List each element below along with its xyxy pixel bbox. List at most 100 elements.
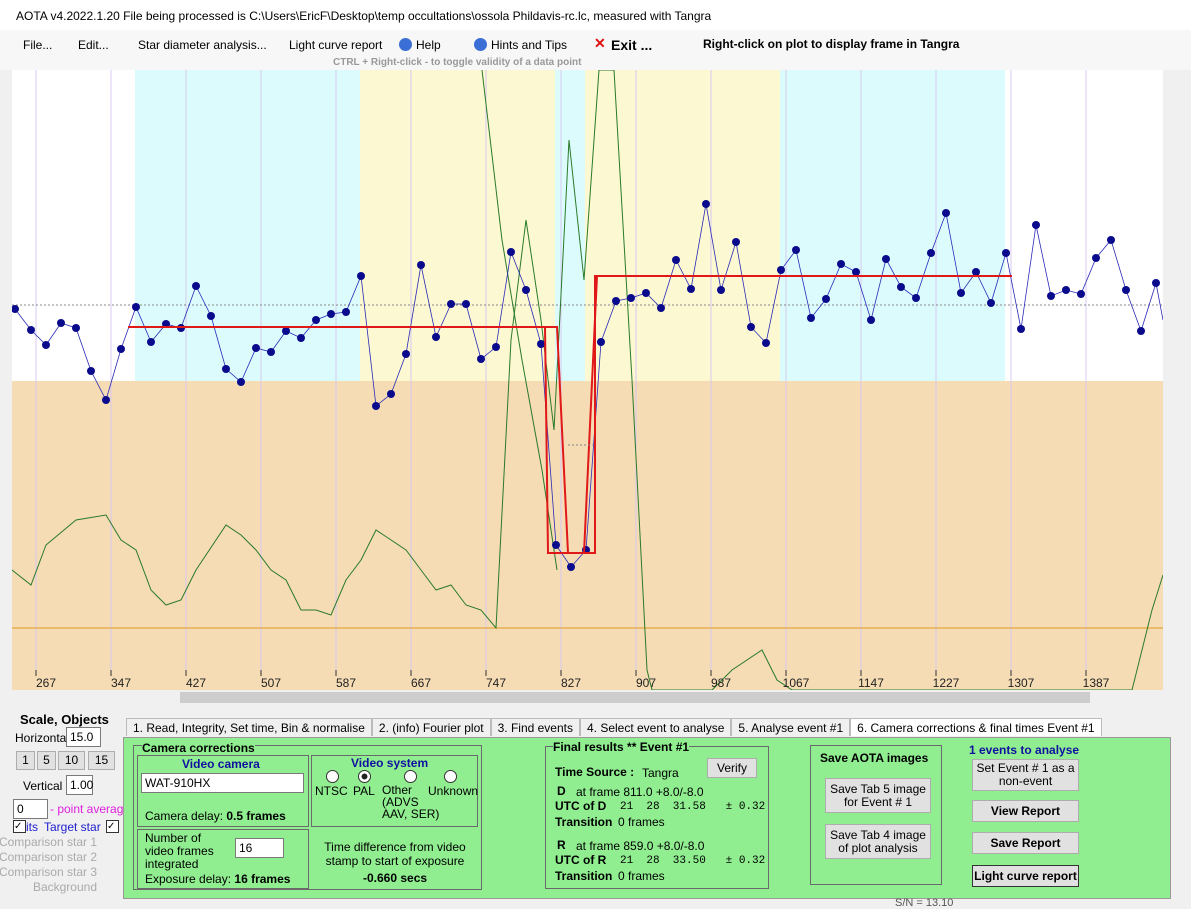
time-diff-value: -0.660 secs bbox=[363, 871, 428, 885]
data-point bbox=[297, 334, 305, 342]
horizontal-input[interactable]: 15.0 bbox=[66, 727, 101, 747]
value: 0.5 frames bbox=[226, 809, 286, 823]
tab[interactable]: 3. Find events bbox=[490, 718, 580, 736]
camera-delay: Camera delay: 0.5 frames bbox=[145, 809, 286, 823]
verify-button[interactable]: Verify bbox=[707, 758, 757, 778]
data-point bbox=[852, 268, 860, 276]
frames-select[interactable]: 16 bbox=[235, 838, 284, 858]
data-point bbox=[612, 297, 620, 305]
menu-report[interactable]: Light curve report bbox=[289, 38, 383, 52]
data-point bbox=[327, 310, 335, 318]
tab[interactable]: 5. Analyse event #1 bbox=[731, 718, 851, 736]
x-tick-label: 1147 bbox=[858, 676, 884, 690]
data-point bbox=[957, 289, 965, 297]
menu-star[interactable]: Star diameter analysis... bbox=[138, 38, 267, 52]
data-point bbox=[702, 200, 710, 208]
x-tick-label: 667 bbox=[411, 676, 431, 690]
data-point bbox=[1002, 249, 1010, 257]
data-point bbox=[312, 316, 320, 324]
radio-label[interactable]: Unknown bbox=[428, 784, 479, 798]
frames-label: Number of video frames integrated bbox=[145, 831, 214, 871]
scale-button[interactable]: 15 bbox=[88, 751, 115, 770]
data-point bbox=[747, 323, 755, 331]
non-event-button[interactable]: Set Event # 1 as a non-event bbox=[972, 759, 1079, 791]
data-point bbox=[777, 266, 785, 274]
menu-hints[interactable]: Hints and Tips bbox=[491, 38, 568, 52]
window-title: AOTA v4.2022.1.20 File being processed i… bbox=[16, 9, 712, 23]
tab[interactable]: 2. (info) Fourier plot bbox=[371, 718, 491, 736]
radio-label[interactable]: Other (ADVS AAV, SER) bbox=[382, 783, 440, 821]
data-point bbox=[1152, 279, 1160, 287]
save-tab4[interactable]: Save Tab 4 image of plot analysis bbox=[825, 824, 931, 859]
data-point bbox=[117, 345, 125, 353]
x-tick-label: 267 bbox=[36, 676, 56, 690]
data-point bbox=[1017, 325, 1025, 333]
data-point bbox=[972, 268, 980, 276]
ctrl-hint: CTRL + Right-click - to toggle validity … bbox=[333, 57, 582, 68]
x-tick-label: 427 bbox=[186, 676, 206, 690]
menu-edit[interactable]: Edit... bbox=[78, 38, 109, 52]
scroll-thumb[interactable] bbox=[180, 692, 1090, 703]
data-point bbox=[1032, 221, 1040, 229]
data-point bbox=[417, 261, 425, 269]
video-camera-title: Video camera bbox=[182, 757, 260, 771]
save-heading: Save AOTA images bbox=[820, 751, 929, 765]
data-point bbox=[927, 249, 935, 257]
menu-exit[interactable]: Exit ... bbox=[611, 37, 653, 53]
radio-label[interactable]: NTSC bbox=[315, 784, 348, 798]
x-tick-label: 1227 bbox=[933, 676, 960, 690]
time-diff-label: Time difference from video stamp to star… bbox=[324, 840, 466, 868]
scale-heading: Scale, Objects bbox=[20, 712, 109, 727]
data-point bbox=[822, 295, 830, 303]
data-point bbox=[387, 390, 395, 398]
checkbox[interactable]: ✓ bbox=[13, 820, 26, 833]
scale-button[interactable]: 1 bbox=[16, 751, 35, 770]
menu-file[interactable]: File... bbox=[23, 38, 53, 52]
radio[interactable] bbox=[444, 770, 457, 783]
video-system-box bbox=[311, 755, 478, 827]
data-point bbox=[57, 319, 65, 327]
data-point bbox=[552, 541, 560, 549]
tab[interactable]: 1. Read, Integrity, Set time, Bin & norm… bbox=[126, 718, 372, 736]
frames-box bbox=[137, 829, 309, 889]
exit-icon: ✕ bbox=[594, 35, 606, 51]
radio[interactable] bbox=[326, 770, 339, 783]
save-tab5[interactable]: Save Tab 5 image for Event # 1 bbox=[825, 778, 931, 813]
label: Exposure delay: bbox=[145, 872, 235, 886]
radio-label[interactable]: PAL bbox=[353, 784, 375, 798]
lc-report[interactable]: Light curve report bbox=[972, 865, 1079, 887]
utc-d: 21 28 31.58 ± 0.32 bbox=[620, 801, 766, 813]
tab[interactable]: 4. Select event to analyse bbox=[579, 718, 732, 736]
data-point bbox=[447, 300, 455, 308]
camera-select[interactable]: WAT-910HX bbox=[141, 773, 304, 793]
data-point bbox=[1107, 236, 1115, 244]
utc-r-label: UTC of R bbox=[555, 853, 607, 867]
x-tick-label: 1067 bbox=[783, 676, 810, 690]
title-bar bbox=[0, 0, 1191, 30]
time-source: Tangra bbox=[642, 766, 679, 780]
tab[interactable]: 6. Camera corrections & final times Even… bbox=[850, 718, 1102, 736]
data-point bbox=[897, 283, 905, 291]
vertical-input[interactable]: 1.00 bbox=[66, 775, 93, 795]
data-point bbox=[1092, 254, 1100, 262]
menu-help[interactable]: Help bbox=[416, 38, 441, 52]
data-point bbox=[507, 248, 515, 256]
data-point bbox=[642, 289, 650, 297]
radio[interactable] bbox=[404, 770, 417, 783]
data-point bbox=[717, 286, 725, 294]
x-tick-label: 1387 bbox=[1083, 676, 1110, 690]
radio[interactable] bbox=[358, 770, 371, 783]
view-report[interactable]: View Report bbox=[972, 800, 1079, 822]
data-point bbox=[942, 209, 950, 217]
video-system-title: Video system bbox=[351, 756, 429, 770]
checkbox[interactable]: ✓ bbox=[106, 820, 119, 833]
help-icon bbox=[399, 38, 412, 51]
data-point bbox=[867, 316, 875, 324]
scale-button[interactable]: 10 bbox=[58, 751, 85, 770]
scale-button[interactable]: 5 bbox=[37, 751, 56, 770]
save-report[interactable]: Save Report bbox=[972, 832, 1079, 854]
d-frame: at frame 811.0 +8.0/-8.0 bbox=[576, 785, 704, 799]
x-tick-label: 347 bbox=[111, 676, 131, 690]
average-select[interactable]: 0 bbox=[13, 799, 48, 819]
data-point bbox=[807, 314, 815, 322]
